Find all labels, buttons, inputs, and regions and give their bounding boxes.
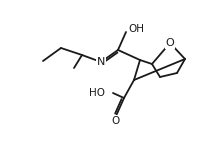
Text: OH: OH (128, 24, 144, 34)
Text: HO: HO (89, 88, 105, 98)
Text: N: N (97, 57, 105, 67)
Text: O: O (112, 116, 120, 126)
Text: O: O (166, 38, 174, 48)
